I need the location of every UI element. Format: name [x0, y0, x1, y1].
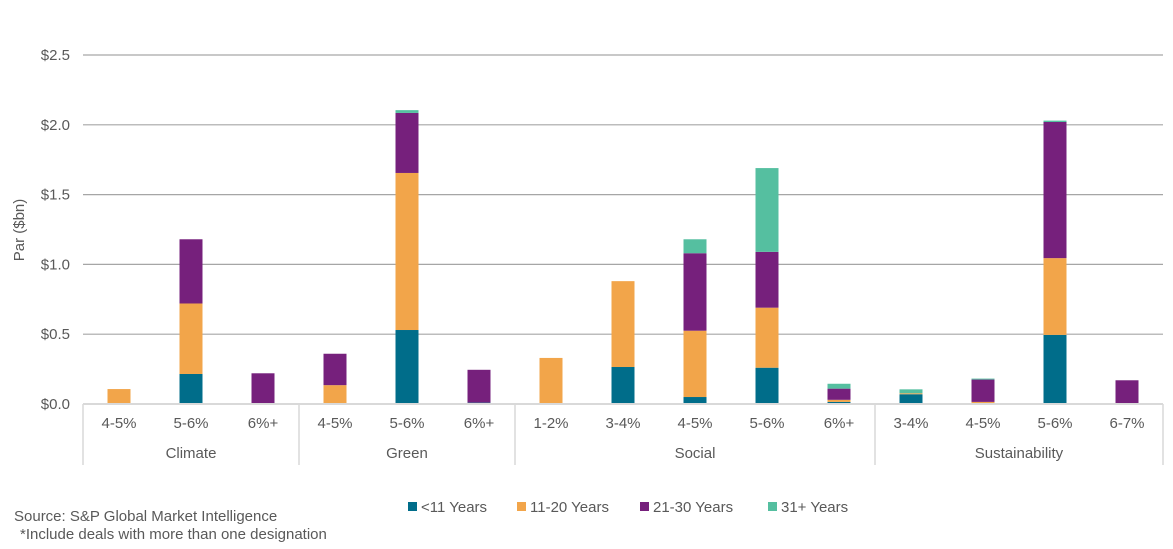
- legend-label: 21-30 Years: [653, 499, 733, 516]
- bar-segment: [971, 401, 995, 404]
- bar-segment: [395, 112, 419, 173]
- x-tick-label: 3-4%: [605, 415, 640, 432]
- bar-segment: [899, 389, 923, 394]
- y-tick-label: $2.0: [41, 117, 70, 134]
- bar-segment: [395, 172, 419, 331]
- bar-segment: [827, 399, 851, 402]
- x-tick-label: 5-6%: [173, 415, 208, 432]
- x-tick-label: 1-2%: [533, 415, 568, 432]
- bar-segment: [179, 373, 203, 404]
- group-label: Climate: [166, 445, 217, 462]
- bar-segment: [683, 330, 707, 398]
- bar-segment: [395, 110, 419, 113]
- bar-segment: [683, 239, 707, 254]
- x-tick-label: 6%+: [248, 415, 279, 432]
- bar-segment: [1043, 122, 1067, 259]
- bar-segment: [323, 385, 347, 404]
- legend-label: 31+ Years: [781, 499, 848, 516]
- source-text: Source: S&P Global Market Intelligence: [14, 508, 278, 525]
- x-tick-label: 6%+: [824, 415, 855, 432]
- bar-segment: [1043, 258, 1067, 335]
- bar-segment: [179, 303, 203, 374]
- bar-segment: [467, 369, 491, 403]
- x-tick-label: 4-5%: [317, 415, 352, 432]
- bar-segment: [251, 373, 275, 404]
- group-label: Green: [386, 445, 428, 462]
- legend-swatch: [517, 502, 526, 511]
- y-axis-label: Par ($bn): [11, 199, 28, 262]
- bar-segment: [683, 397, 707, 404]
- x-tick-label: 4-5%: [101, 415, 136, 432]
- y-tick-label: $1.0: [41, 256, 70, 273]
- legend-swatch: [640, 502, 649, 511]
- legend-swatch: [408, 502, 417, 511]
- y-tick-label: $2.5: [41, 47, 70, 64]
- bar-segment: [755, 251, 779, 308]
- bar-segment: [755, 367, 779, 404]
- y-tick-label: $0.5: [41, 326, 70, 343]
- x-tick-label: 4-5%: [677, 415, 712, 432]
- x-tick-label: 3-4%: [893, 415, 928, 432]
- bar-segment: [1043, 120, 1067, 123]
- bar-segment: [827, 401, 851, 404]
- group-label: Sustainability: [975, 445, 1064, 462]
- bar-segment: [1043, 334, 1067, 404]
- bar-segment: [899, 393, 923, 395]
- bar-segment: [755, 307, 779, 368]
- y-tick-label: $1.5: [41, 187, 70, 204]
- bar-segment: [683, 253, 707, 331]
- bar-segment: [755, 168, 779, 252]
- x-tick-label: 4-5%: [965, 415, 1000, 432]
- bar-segment: [323, 353, 347, 386]
- legend-label: <11 Years: [421, 499, 487, 516]
- bar-segment: [611, 281, 635, 368]
- y-tick-label: $0.0: [41, 396, 70, 413]
- legend-swatch: [768, 502, 777, 511]
- legend-label: 11-20 Years: [530, 499, 609, 516]
- x-tick-label: 5-6%: [389, 415, 424, 432]
- x-tick-label: 6-7%: [1109, 415, 1144, 432]
- bar-segment: [395, 330, 419, 404]
- bar-segment: [179, 239, 203, 304]
- bar-segment: [611, 367, 635, 404]
- x-tick-label: 5-6%: [749, 415, 784, 432]
- bar-segment: [539, 357, 563, 404]
- x-tick-label: 5-6%: [1037, 415, 1072, 432]
- bar-segment: [899, 394, 923, 404]
- bar-segment: [971, 379, 995, 402]
- bar-segment: [827, 388, 851, 400]
- footnote-text: *Include deals with more than one design…: [20, 526, 327, 543]
- bar-segment: [827, 383, 851, 389]
- x-tick-label: 6%+: [464, 415, 495, 432]
- bar-segment: [107, 389, 131, 404]
- group-label: Social: [675, 445, 716, 462]
- bar-segment: [1115, 380, 1139, 404]
- bar-segment: [971, 378, 995, 380]
